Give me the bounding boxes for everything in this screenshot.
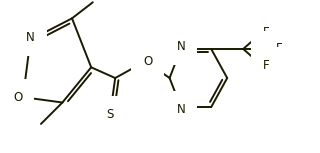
Text: F: F: [276, 43, 283, 55]
Text: O: O: [143, 55, 152, 68]
Text: N: N: [176, 103, 185, 116]
Text: O: O: [13, 91, 23, 104]
Text: S: S: [107, 108, 114, 121]
Text: F: F: [263, 26, 270, 39]
Text: F: F: [263, 59, 270, 72]
Text: N: N: [176, 40, 185, 53]
Text: N: N: [26, 31, 35, 44]
